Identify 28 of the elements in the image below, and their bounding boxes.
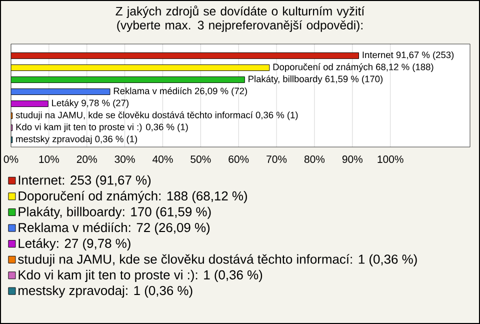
chart-title: Z jakých zdrojů se dovídáte o kulturním vyžití (vyberte max. 3 nejpreferovanější odpovědi): xyxy=(116,6,365,32)
legend-label: mestsky zpravodaj: 1 (0,36 %) xyxy=(18,286,192,298)
data-label: Reklama v médiích 26,09 % (72) xyxy=(114,87,247,96)
x-tick-label: 10% xyxy=(39,156,60,163)
x-tick-label: 90% xyxy=(342,156,362,163)
data-label: Internet 91,67 % (253) xyxy=(362,51,454,60)
x-tick-label: 70% xyxy=(266,156,287,163)
x-tick-label: 100% xyxy=(378,156,404,163)
x-tick-label: 80% xyxy=(304,156,325,163)
x-tick-label: 50% xyxy=(190,156,211,163)
data-label: Plakáty, billboardy 61,59 % (170) xyxy=(248,75,383,84)
data-label: Doporučení od známých 68,12 % (188) xyxy=(273,63,434,72)
legend-label: Reklama v médiích: 72 (26,09 %) xyxy=(18,222,210,235)
legend-label: Internet: 253 (91,67 %) xyxy=(18,175,151,188)
data-label: mestsky zpravodaj 0,36 % (1) xyxy=(16,135,138,144)
x-tick-label: 30% xyxy=(114,156,135,163)
data-label: Kdo vi kam jit ten to proste vi :) 0,36 % (1) xyxy=(16,123,188,132)
data-label: studuji na JAMU, kde se člověku dostává těchto informací 0,36 % (1) xyxy=(16,111,298,120)
data-label: Letáky 9,78 % (27) xyxy=(52,99,128,108)
legend-label: studuji na JAMU, kde se člověku dostává těchto informací: 1 (0,36 %) xyxy=(18,254,417,266)
x-tick-label: 60% xyxy=(228,156,249,163)
x-tick-label: 0% xyxy=(4,156,18,163)
legend-label: Letáky: 27 (9,78 %) xyxy=(18,238,130,251)
x-tick-label: 20% xyxy=(76,156,97,163)
legend-label: Doporučení od známých: 188 (68,12 %) xyxy=(18,190,247,204)
legend-label: Kdo vi kam jit ten to proste vi :): 1 (0,36 %) xyxy=(18,270,262,282)
x-tick-label: 40% xyxy=(152,156,173,163)
legend-label: Plakáty, billboardy: 170 (61,59 %) xyxy=(18,206,211,219)
